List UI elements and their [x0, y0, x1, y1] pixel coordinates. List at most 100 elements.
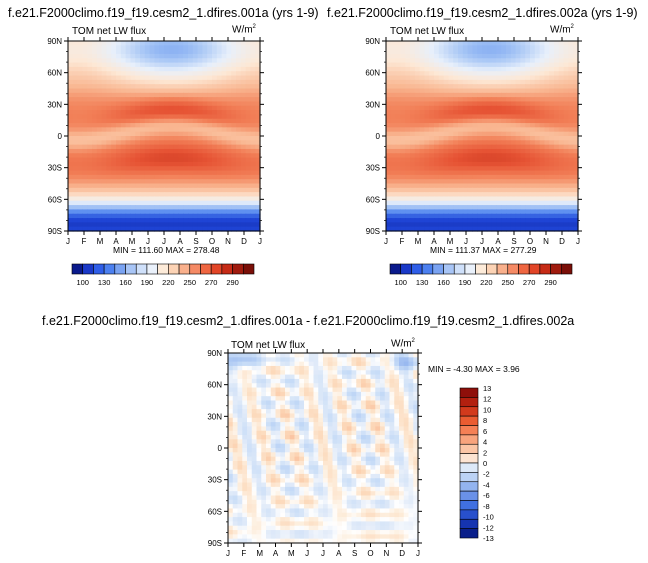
field-cell — [375, 383, 381, 389]
field-cell — [202, 200, 208, 206]
field-cell — [313, 361, 319, 367]
field-cell — [216, 148, 223, 154]
field-cell — [221, 226, 227, 232]
field-cell — [400, 179, 406, 185]
field-cell — [389, 374, 395, 380]
field-cell — [472, 110, 478, 116]
field-cell — [394, 370, 400, 376]
field-cell — [247, 361, 253, 367]
field-cell — [236, 53, 242, 59]
field-cell — [116, 45, 122, 51]
field-cell — [207, 105, 213, 111]
field-cell — [530, 105, 536, 111]
field-cell — [573, 84, 579, 90]
field-cell — [240, 170, 247, 176]
field-cell — [462, 174, 469, 180]
field-cell — [168, 41, 175, 46]
field-cell — [125, 140, 131, 146]
field-cell — [261, 443, 267, 449]
field-cell — [226, 187, 232, 193]
field-cell — [429, 75, 435, 81]
field-cell — [77, 105, 83, 111]
field-cell — [549, 118, 555, 124]
field-cell — [520, 49, 526, 55]
field-cell — [82, 62, 88, 68]
field-cell — [135, 97, 141, 103]
field-cell — [568, 118, 574, 124]
field-cell — [120, 136, 127, 141]
field-cell — [467, 75, 473, 81]
field-cell — [390, 92, 397, 98]
field-cell — [207, 97, 213, 103]
field-cell — [294, 391, 300, 397]
field-cell — [549, 127, 555, 133]
field-cell — [395, 179, 401, 185]
field-cell — [534, 222, 541, 228]
field-cell — [361, 426, 367, 432]
field-cell — [477, 62, 483, 68]
field-cell — [380, 478, 386, 484]
field-cell — [386, 170, 392, 176]
field-cell — [395, 118, 401, 124]
field-cell — [207, 144, 213, 150]
field-cell — [72, 105, 79, 111]
field-cell — [424, 88, 430, 94]
field-cell — [568, 66, 574, 72]
field-cell — [400, 62, 406, 68]
field-cell — [563, 118, 569, 124]
field-cell — [389, 353, 395, 358]
field-cell — [525, 110, 531, 116]
field-cell — [144, 174, 151, 180]
field-cell — [318, 404, 324, 410]
field-cell — [101, 131, 107, 137]
field-cell — [386, 200, 392, 206]
field-cell — [419, 58, 425, 64]
field-cell — [342, 482, 348, 488]
field-cell — [197, 192, 203, 198]
field-cell — [356, 452, 362, 458]
field-cell — [299, 452, 305, 458]
field-cell — [389, 391, 395, 397]
field-cell — [77, 213, 83, 219]
field-cell — [332, 430, 338, 436]
field-cell — [332, 439, 338, 445]
field-cell — [228, 357, 234, 363]
field-cell — [192, 92, 199, 98]
field-cell — [453, 123, 459, 128]
field-cell — [130, 123, 136, 128]
field-cell — [154, 136, 160, 141]
field-cell — [173, 226, 179, 232]
field-cell — [173, 179, 179, 185]
field-cell — [424, 123, 430, 128]
field-cell — [183, 71, 189, 77]
field-cell — [120, 49, 127, 55]
field-cell — [462, 157, 469, 163]
field-cell — [294, 374, 300, 380]
field-cell — [144, 144, 151, 150]
field-cell — [491, 209, 497, 215]
field-cell — [237, 439, 243, 445]
field-cell — [178, 45, 184, 51]
field-cell — [270, 465, 277, 471]
field-cell — [477, 79, 483, 85]
field-cell — [477, 101, 483, 107]
x-tick-label: A — [177, 237, 183, 246]
field-cell — [245, 45, 251, 51]
field-cell — [261, 430, 267, 436]
field-cell — [399, 452, 405, 458]
field-cell — [228, 422, 234, 428]
field-cell — [434, 110, 440, 116]
field-cell — [386, 92, 392, 98]
field-cell — [140, 101, 146, 107]
field-cell — [228, 365, 234, 371]
field-cell — [140, 157, 146, 163]
field-cell — [226, 140, 232, 146]
field-cell — [403, 473, 410, 479]
field-cell — [414, 118, 421, 124]
field-cell — [458, 222, 464, 228]
field-cell — [467, 123, 473, 128]
field-cell — [424, 53, 430, 59]
field-cell — [501, 66, 507, 72]
field-cell — [394, 460, 400, 466]
field-cell — [389, 361, 395, 367]
